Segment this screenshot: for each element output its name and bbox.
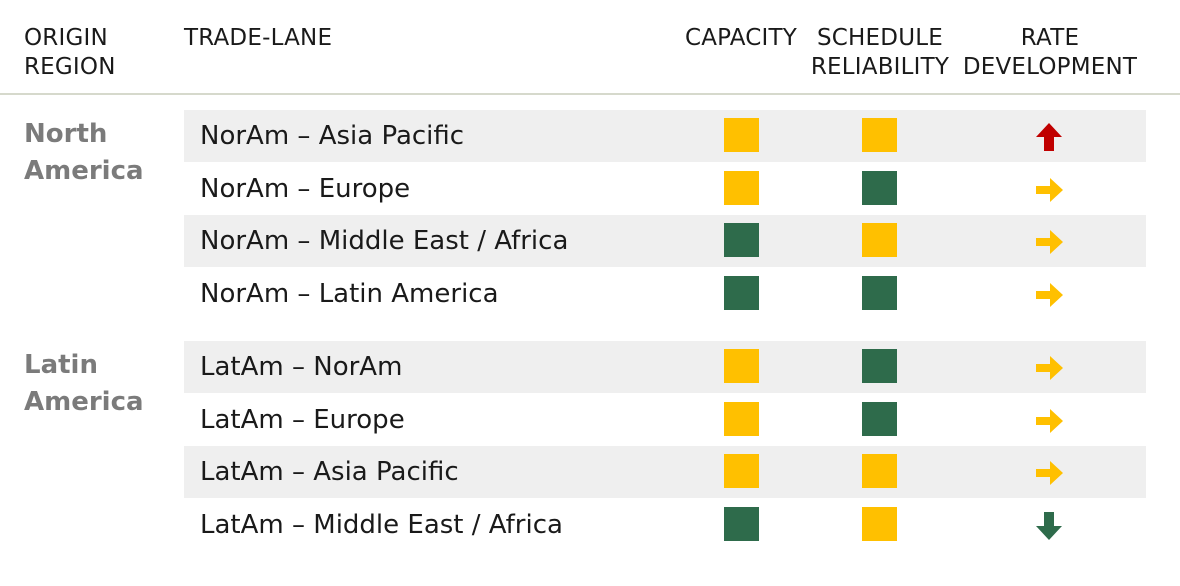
trade-lane-label: LatAm – Europe xyxy=(200,404,405,435)
arrow-shape xyxy=(1036,461,1063,485)
arrow-shape xyxy=(1036,511,1062,540)
rate-flat-arrow-icon xyxy=(1032,404,1066,438)
table-row: NorAm – Europe xyxy=(184,163,1146,215)
region-label: Latin America xyxy=(24,347,144,421)
schedule-reliability-indicator xyxy=(862,506,897,541)
header-rate-development: RATE DEVELOPMENT xyxy=(960,24,1140,82)
arrow-shape xyxy=(1036,177,1063,202)
schedule-reliability-indicator xyxy=(862,454,897,488)
schedule-reliability-indicator xyxy=(862,401,897,436)
header-schedule-reliability: SCHEDULE RELIABILITY xyxy=(810,24,950,82)
schedule-reliability-indicator xyxy=(862,275,897,310)
arrow-shape xyxy=(1036,408,1063,433)
arrow-shape xyxy=(1036,282,1063,307)
header-rate-line-2: DEVELOPMENT xyxy=(962,54,1138,80)
header-schedule-line-1: SCHEDULE xyxy=(817,25,943,51)
region-label-line: North xyxy=(24,119,108,149)
rate-up-arrow-icon xyxy=(1032,120,1066,154)
capacity-indicator xyxy=(724,506,759,541)
rate-flat-arrow-icon xyxy=(1032,278,1066,312)
trade-lane-label: LatAm – NorAm xyxy=(200,352,403,382)
header-origin-region: ORIGIN REGION xyxy=(24,24,116,82)
header-origin-line-2: REGION xyxy=(24,54,116,80)
table-row: LatAm – Asia Pacific xyxy=(184,446,1146,498)
region-label-line: Latin xyxy=(24,350,98,380)
table-row: LatAm – Europe xyxy=(184,394,1146,446)
header-trade-lane: TRADE-LANE xyxy=(184,24,332,53)
capacity-indicator xyxy=(724,275,759,310)
table-row: LatAm – NorAm xyxy=(184,341,1146,393)
table-row: NorAm – Middle East / Africa xyxy=(184,215,1146,267)
trade-lane-label: NorAm – Europe xyxy=(200,173,411,204)
region-label-line: America xyxy=(24,387,144,417)
region-label-line: America xyxy=(24,156,144,186)
header-rate-line-1: RATE xyxy=(1020,25,1080,51)
capacity-indicator xyxy=(724,223,759,257)
trade-lane-label: LatAm – Asia Pacific xyxy=(200,457,459,487)
schedule-reliability-indicator xyxy=(862,170,897,205)
rate-flat-arrow-icon xyxy=(1032,351,1066,385)
schedule-reliability-indicator xyxy=(862,349,897,383)
header-capacity-line-1: CAPACITY xyxy=(684,25,798,51)
header-lane-line-1: TRADE-LANE xyxy=(184,25,333,51)
rate-down-arrow-icon xyxy=(1032,509,1066,543)
table-row: NorAm – Latin America xyxy=(184,268,1146,320)
rate-flat-arrow-icon xyxy=(1032,225,1066,259)
header-capacity: CAPACITY xyxy=(681,24,801,53)
arrow-shape xyxy=(1036,123,1062,151)
rate-flat-arrow-icon xyxy=(1032,173,1066,207)
header-divider xyxy=(0,93,1180,95)
schedule-reliability-indicator xyxy=(862,118,897,152)
table-row: LatAm – Middle East / Africa xyxy=(184,499,1146,551)
trade-lane-label: LatAm – Middle East / Africa xyxy=(200,509,563,540)
table-row: NorAm – Asia Pacific xyxy=(184,110,1146,162)
trade-lane-label: NorAm – Latin America xyxy=(200,278,499,309)
header-schedule-line-2: RELIABILITY xyxy=(810,54,950,80)
arrow-shape xyxy=(1036,230,1063,254)
trade-lane-label: NorAm – Middle East / Africa xyxy=(200,226,569,256)
region-label: North America xyxy=(24,116,144,190)
trade-lane-label: NorAm – Asia Pacific xyxy=(200,121,465,151)
arrow-shape xyxy=(1036,356,1063,380)
header-origin-line-1: ORIGIN xyxy=(24,25,108,51)
capacity-indicator xyxy=(724,401,759,436)
rate-flat-arrow-icon xyxy=(1032,456,1066,490)
schedule-reliability-indicator xyxy=(862,223,897,257)
capacity-indicator xyxy=(724,454,759,488)
capacity-indicator xyxy=(724,118,759,152)
capacity-indicator xyxy=(724,349,759,383)
capacity-indicator xyxy=(724,170,759,205)
